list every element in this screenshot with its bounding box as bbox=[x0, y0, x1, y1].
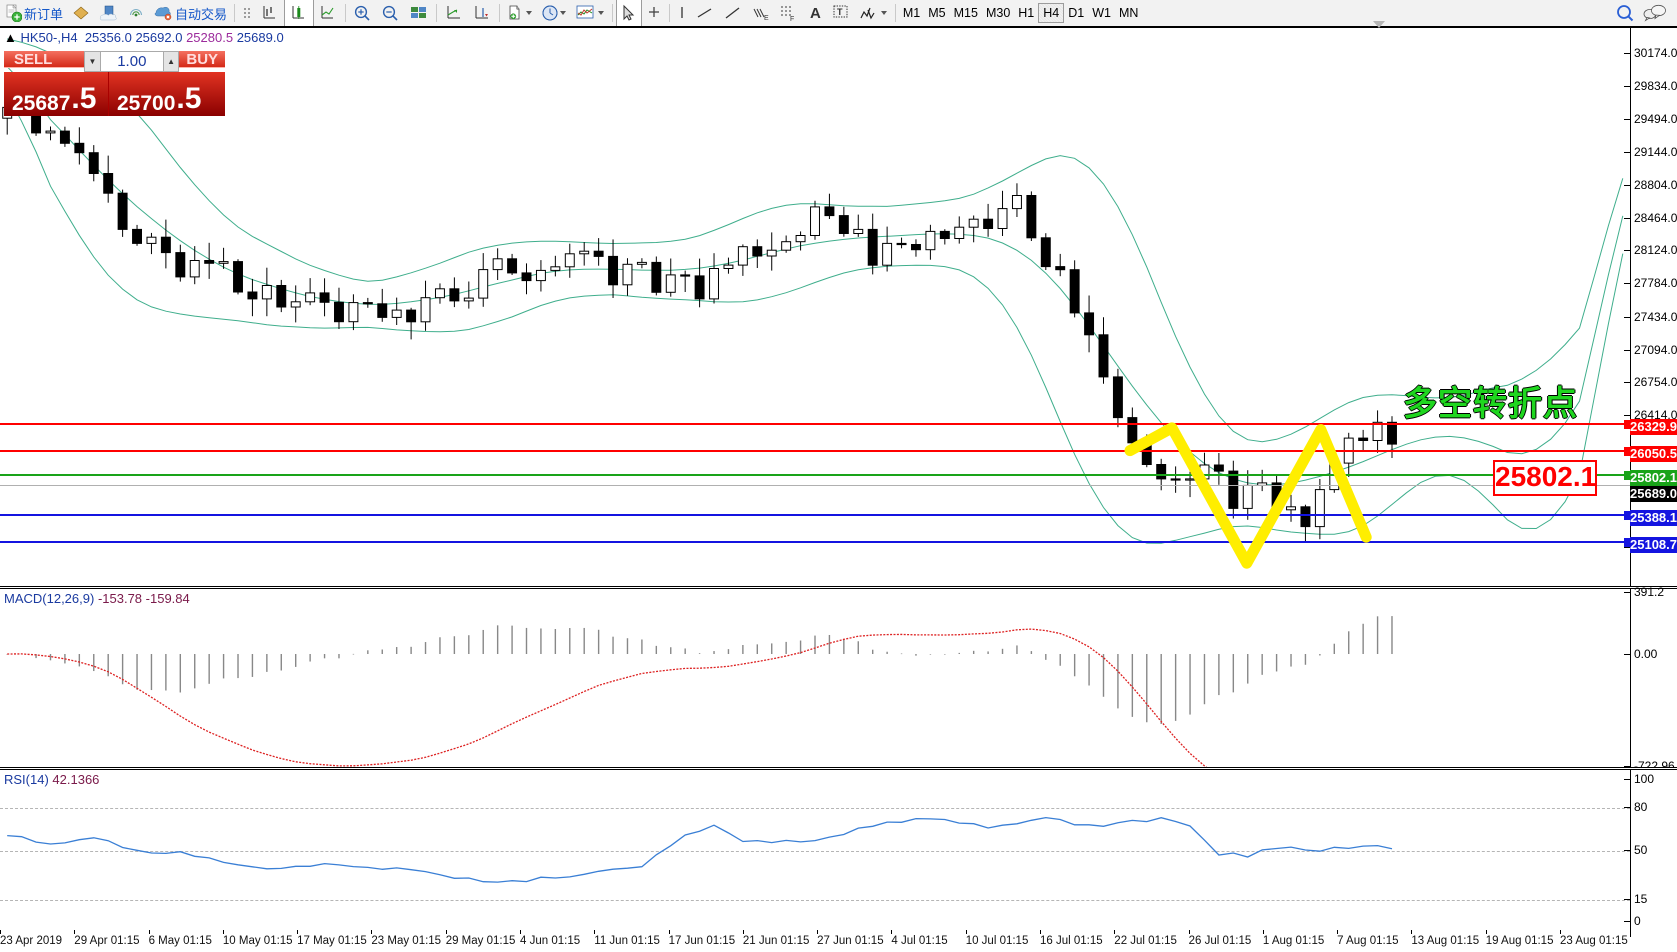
svg-text:T: T bbox=[837, 7, 843, 17]
svg-text:E: E bbox=[764, 15, 769, 22]
svg-text:F: F bbox=[790, 16, 794, 22]
